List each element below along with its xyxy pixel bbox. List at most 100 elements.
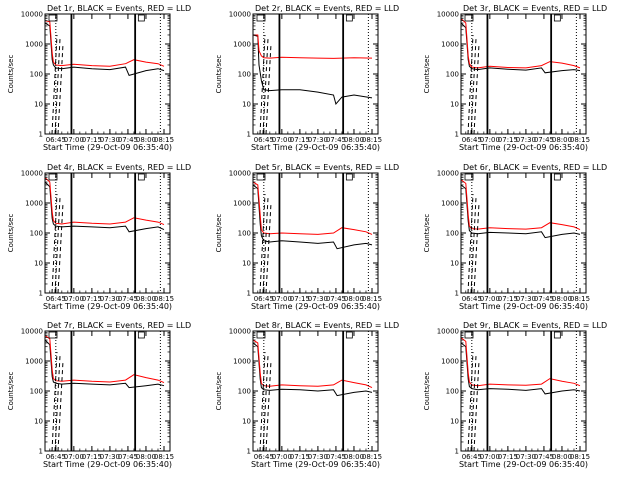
x-tick-label: 08:15 — [570, 136, 590, 144]
y-tick-label: 10000 — [437, 170, 459, 178]
y-tick-label: 100 — [30, 71, 43, 79]
marker-box — [256, 173, 266, 181]
x-tick-label: 07:30 — [100, 295, 120, 303]
x-tick-label: 07:00 — [272, 295, 292, 303]
x-tick-label: 07:30 — [100, 453, 120, 461]
rise-dashed-line — [473, 202, 480, 294]
rise-dashed-line — [57, 43, 64, 135]
rise-dashed-line — [262, 38, 269, 135]
x-tick-label: 07:30 — [516, 136, 536, 144]
panel-6: Det 6r, BLACK = Events, RED = LLD 1 10 100 1… — [423, 163, 607, 311]
y-tick-label: 1 — [455, 448, 459, 456]
y-tick-label: 100 — [30, 388, 43, 396]
x-tick-label: 08:00 — [552, 295, 572, 303]
x-tick-label: 07:15 — [498, 453, 518, 461]
x-tick-label: 06:45 — [46, 295, 66, 303]
x-tick-label: 08:15 — [362, 453, 382, 461]
marker-box — [48, 173, 58, 181]
x-axis-label: Start Time (29-Oct-09 06:35:40) — [43, 460, 172, 469]
marker-box — [464, 331, 474, 339]
x-tick-label: 07:00 — [480, 136, 500, 144]
panel-9: Det 9r, BLACK = Events, RED = LLD 1 10 100 1… — [423, 321, 607, 469]
y-tick-label: 10000 — [229, 11, 251, 19]
x-axis-label: Start Time (29-Oct-09 06:35:40) — [251, 460, 380, 469]
y-tick-label: 10 — [242, 260, 251, 268]
series-line-lld — [460, 18, 581, 69]
x-tick-label: 07:00 — [480, 453, 500, 461]
panel-title: Det 7r, BLACK = Events, RED = LLD — [47, 321, 191, 330]
rise-dashed-line — [57, 202, 64, 294]
x-tick-label: 08:15 — [154, 295, 174, 303]
panel-title: Det 5r, BLACK = Events, RED = LLD — [255, 163, 399, 172]
series-line-lld — [44, 335, 165, 384]
x-tick-label: 06:45 — [46, 136, 66, 144]
marker-box — [464, 14, 474, 22]
y-axis-label: Counts/sec — [7, 55, 15, 94]
plot-frame — [44, 330, 171, 452]
rise-dashed-line — [265, 202, 272, 294]
series-line-lld — [44, 177, 165, 226]
x-axis-label: Start Time (29-Oct-09 06:35:40) — [251, 143, 380, 152]
series-line-lld — [460, 179, 581, 231]
x-tick-label: 07:45 — [326, 295, 346, 303]
y-axis-label: Counts/sec — [215, 214, 223, 253]
y-tick-label: 1000 — [25, 200, 43, 208]
y-axis-label: Counts/sec — [215, 55, 223, 94]
x-tick-label: 08:00 — [344, 453, 364, 461]
y-tick-label: 10 — [34, 418, 43, 426]
x-tick-label: 07:00 — [480, 295, 500, 303]
marker-box — [137, 14, 145, 22]
series-line-events — [252, 184, 373, 250]
x-tick-label: 06:45 — [46, 453, 66, 461]
x-tick-label: 07:15 — [82, 295, 102, 303]
x-tick-label: 07:30 — [100, 136, 120, 144]
y-tick-label: 1000 — [441, 200, 459, 208]
x-tick-label: 07:00 — [64, 295, 84, 303]
panel-4: Det 4r, BLACK = Events, RED = LLD 1 10 100 1… — [7, 163, 191, 311]
y-axis-label: Counts/sec — [423, 372, 431, 411]
marker-box — [553, 14, 561, 22]
series-line-lld — [253, 34, 373, 59]
x-tick-label: 07:45 — [118, 453, 138, 461]
x-tick-label: 06:45 — [462, 136, 482, 144]
x-tick-label: 07:00 — [272, 136, 292, 144]
marker-box — [256, 14, 266, 22]
panel-5: Det 5r, BLACK = Events, RED = LLD 1 10 100 1… — [215, 163, 399, 311]
panel-title: Det 9r, BLACK = Events, RED = LLD — [463, 321, 607, 330]
x-axis-label: Start Time (29-Oct-09 06:35:40) — [459, 143, 588, 152]
x-tick-label: 07:15 — [290, 295, 310, 303]
x-tick-label: 08:00 — [552, 136, 572, 144]
y-tick-label: 1000 — [233, 200, 251, 208]
series-line-lld — [252, 339, 373, 389]
y-tick-label: 1 — [39, 448, 43, 456]
x-tick-label: 07:30 — [516, 453, 536, 461]
y-tick-label: 1 — [39, 290, 43, 298]
x-tick-label: 06:45 — [462, 295, 482, 303]
y-axis-label: Counts/sec — [423, 214, 431, 253]
rise-dashed-line — [473, 43, 480, 135]
y-tick-label: 10 — [450, 418, 459, 426]
x-tick-label: 06:45 — [254, 295, 274, 303]
y-tick-label: 100 — [30, 230, 43, 238]
panel-title: Det 1r, BLACK = Events, RED = LLD — [47, 4, 191, 13]
x-tick-label: 07:30 — [516, 295, 536, 303]
marker-box — [48, 14, 58, 22]
y-tick-label: 10 — [450, 101, 459, 109]
series-line-lld — [460, 337, 581, 387]
x-tick-label: 07:00 — [64, 453, 84, 461]
rise-dashed-line — [265, 43, 272, 135]
x-axis-label: Start Time (29-Oct-09 06:35:40) — [459, 460, 588, 469]
marker-box — [345, 14, 353, 22]
marker-box — [48, 331, 58, 339]
x-tick-label: 07:45 — [326, 136, 346, 144]
rise-dashed-line — [470, 355, 477, 452]
marker-box — [137, 173, 145, 181]
x-tick-label: 07:45 — [534, 295, 554, 303]
series-line-events — [44, 339, 165, 389]
x-tick-label: 07:15 — [290, 453, 310, 461]
marker-box — [137, 331, 145, 339]
y-axis-label: Counts/sec — [215, 372, 223, 411]
marker-box — [256, 331, 266, 339]
x-tick-label: 08:00 — [344, 136, 364, 144]
plot-frame — [44, 13, 171, 135]
